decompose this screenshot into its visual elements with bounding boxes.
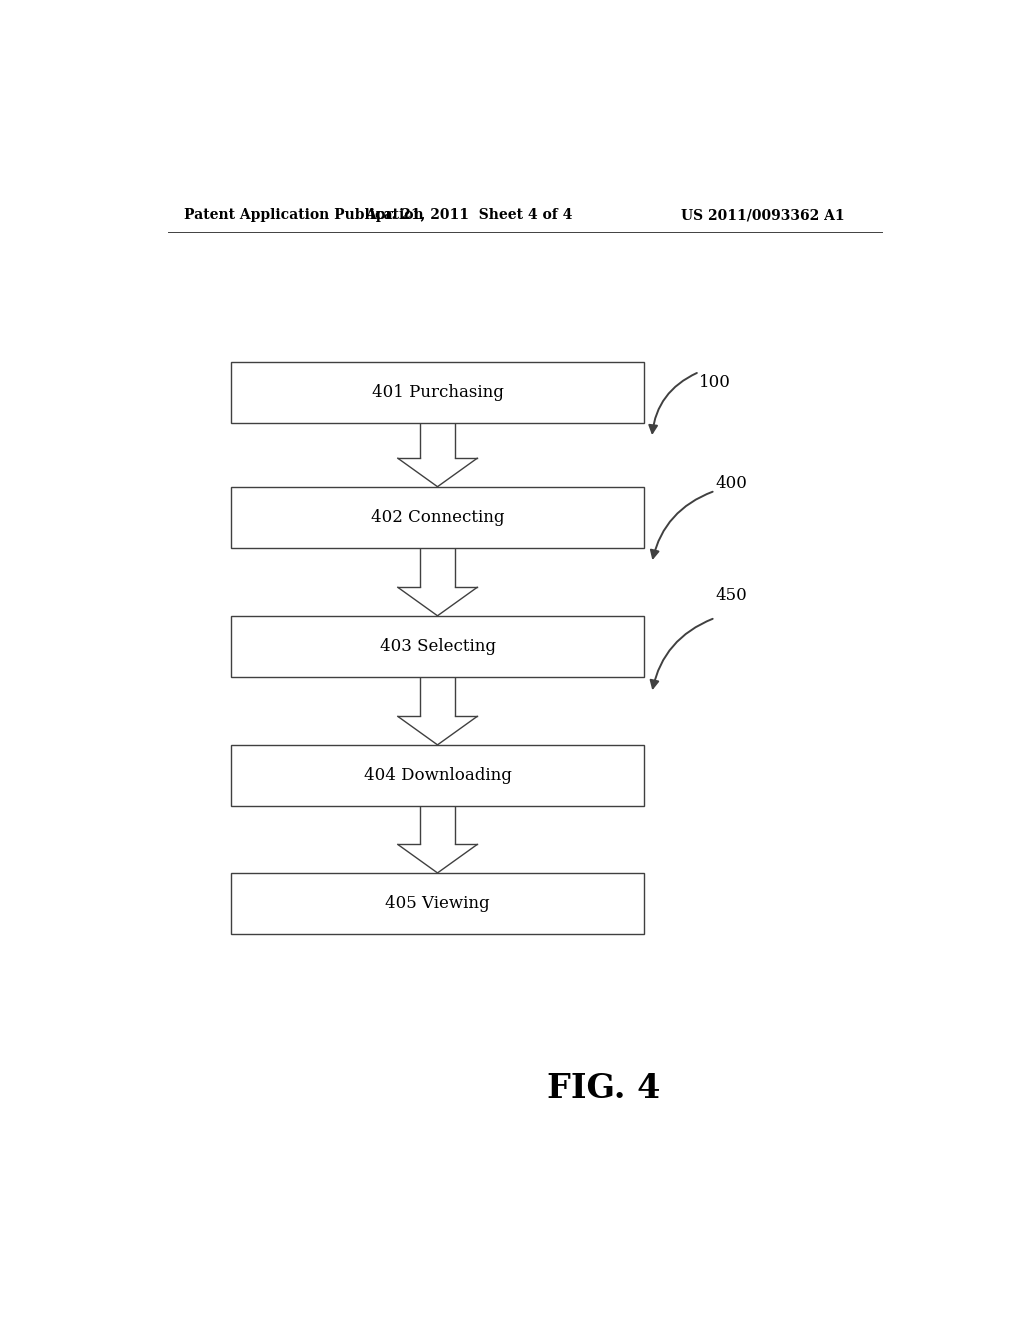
Text: Apr. 21, 2011  Sheet 4 of 4: Apr. 21, 2011 Sheet 4 of 4	[366, 209, 573, 222]
Text: 402 Connecting: 402 Connecting	[371, 508, 504, 525]
Text: 400: 400	[715, 475, 748, 492]
Bar	[231, 744, 644, 805]
Text: US 2011/0093362 A1: US 2011/0093362 A1	[681, 209, 845, 222]
Bar	[231, 362, 644, 422]
Text: 401 Purchasing: 401 Purchasing	[372, 384, 504, 401]
Text: 403 Selecting: 403 Selecting	[380, 638, 496, 655]
Bar	[231, 487, 644, 548]
Text: 100: 100	[699, 374, 731, 391]
Text: 405 Viewing: 405 Viewing	[385, 895, 489, 912]
Text: FIG. 4: FIG. 4	[548, 1072, 660, 1105]
Bar	[231, 873, 644, 935]
Text: 450: 450	[715, 587, 748, 605]
Bar	[231, 615, 644, 677]
Text: Patent Application Publication: Patent Application Publication	[183, 209, 423, 222]
Text: 404 Downloading: 404 Downloading	[364, 767, 511, 784]
